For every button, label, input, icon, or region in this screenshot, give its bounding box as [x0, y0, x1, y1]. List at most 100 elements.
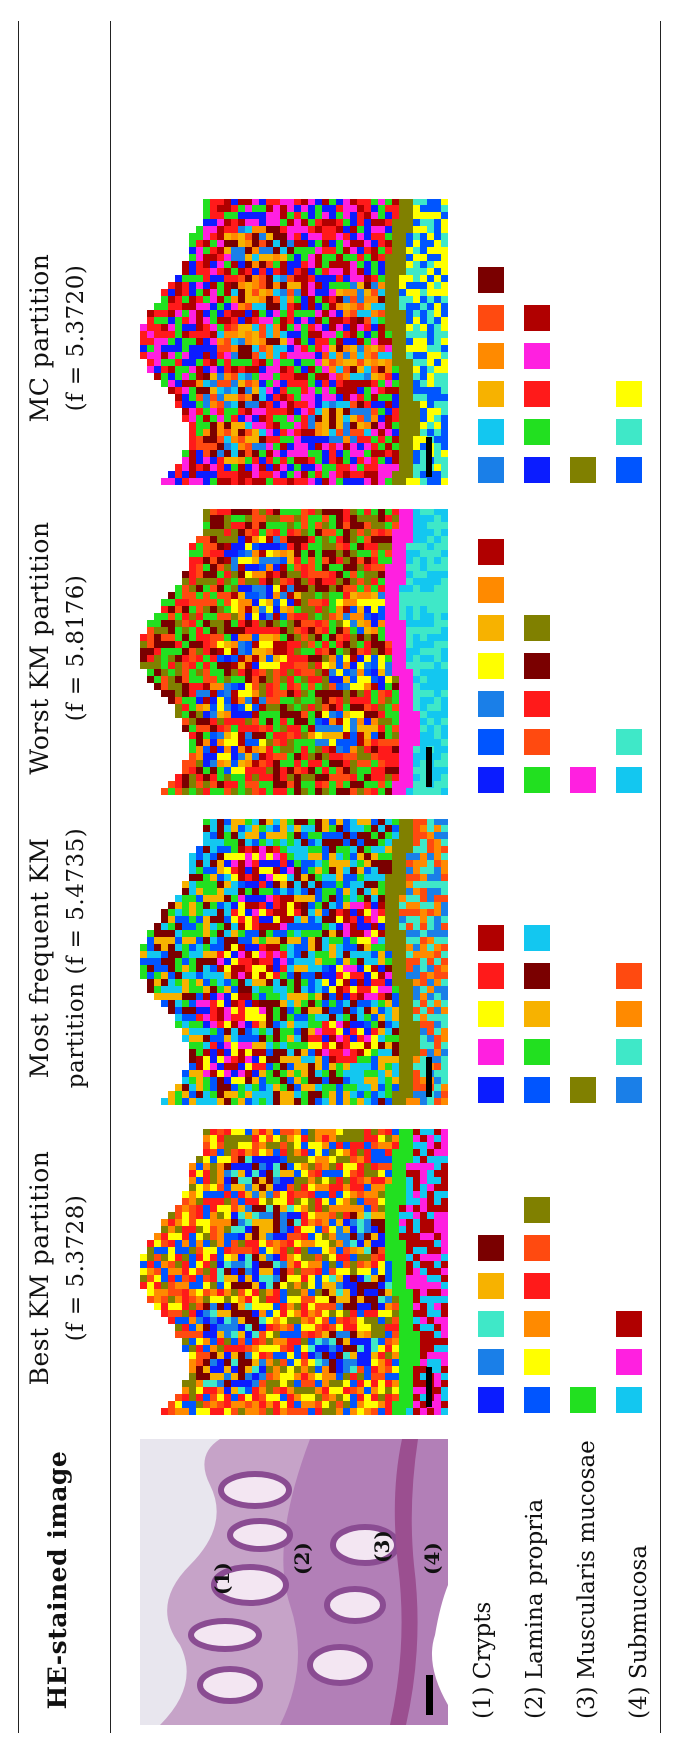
segmentation-pixel [154, 627, 161, 634]
segmentation-pixel [315, 543, 322, 550]
segmentation-pixel [224, 662, 231, 669]
segmentation-pixel [343, 1129, 350, 1135]
segmentation-pixel [434, 1401, 441, 1408]
segmentation-pixel [210, 1091, 217, 1098]
segmentation-pixel [273, 529, 280, 536]
segmentation-pixel [434, 585, 441, 592]
segmentation-pixel [315, 725, 322, 732]
segmentation-pixel [364, 690, 371, 697]
segmentation-pixel [343, 1049, 350, 1056]
segmentation-pixel [322, 683, 329, 690]
segmentation-pixel [154, 965, 161, 972]
segmentation-pixel [203, 979, 210, 986]
segmentation-pixel [378, 916, 385, 923]
segmentation-pixel [413, 564, 420, 571]
segmentation-pixel [266, 1240, 273, 1247]
segmentation-pixel [168, 1098, 175, 1105]
segmentation-pixel [392, 1240, 399, 1247]
segmentation-pixel [231, 979, 238, 986]
segmentation-pixel [301, 1247, 308, 1254]
segmentation-pixel [441, 599, 448, 606]
segmentation-pixel [245, 1352, 252, 1359]
segmentation-pixel [301, 739, 308, 746]
segmentation-pixel [315, 1275, 322, 1282]
segmentation-pixel [357, 1331, 364, 1338]
segmentation-pixel [294, 711, 301, 718]
segmentation-pixel [280, 1247, 287, 1254]
segmentation-pixel [280, 725, 287, 732]
segmentation-pixel [280, 1177, 287, 1184]
segmentation-pixel [266, 1191, 273, 1198]
segmentation-pixel [161, 1261, 168, 1268]
worst-km-partition-map [140, 509, 448, 795]
segmentation-pixel [392, 509, 399, 515]
segmentation-pixel [238, 1254, 245, 1261]
segmentation-pixel [224, 923, 231, 930]
segmentation-pixel [273, 1163, 280, 1170]
segmentation-pixel [399, 718, 406, 725]
segmentation-pixel [364, 725, 371, 732]
segmentation-pixel [280, 1394, 287, 1401]
segmentation-pixel [315, 1254, 322, 1261]
segmentation-pixel [434, 888, 441, 895]
segmentation-pixel [371, 1247, 378, 1254]
segmentation-pixel [427, 1296, 434, 1303]
segmentation-pixel [392, 557, 399, 564]
segmentation-pixel [413, 571, 420, 578]
segmentation-pixel [273, 958, 280, 965]
segmentation-pixel [399, 606, 406, 613]
segmentation-pixel [287, 819, 294, 825]
segmentation-pixel [217, 1000, 224, 1007]
segmentation-pixel [441, 1261, 448, 1268]
segmentation-pixel [385, 1205, 392, 1212]
segmentation-pixel [203, 760, 210, 767]
segmentation-pixel [210, 1035, 217, 1042]
segmentation-pixel [294, 1240, 301, 1247]
segmentation-pixel [357, 1035, 364, 1042]
segmentation-pixel [210, 846, 217, 853]
segmentation-pixel [189, 592, 196, 599]
segmentation-pixel [434, 1359, 441, 1366]
segmentation-pixel [210, 1042, 217, 1049]
segmentation-pixel [217, 1394, 224, 1401]
segmentation-pixel [210, 888, 217, 895]
segmentation-pixel [371, 853, 378, 860]
segmentation-pixel [287, 846, 294, 853]
segmentation-pixel [287, 683, 294, 690]
segmentation-pixel [350, 1205, 357, 1212]
segmentation-pixel [357, 767, 364, 774]
segmentation-pixel [217, 1296, 224, 1303]
segmentation-pixel [189, 1177, 196, 1184]
segmentation-pixel [413, 1268, 420, 1275]
segmentation-pixel [294, 1049, 301, 1056]
segmentation-pixel [392, 1129, 399, 1135]
segmentation-pixel [308, 881, 315, 888]
segmentation-pixel [392, 550, 399, 557]
segmentation-pixel [210, 972, 217, 979]
segmentation-pixel [294, 923, 301, 930]
segmentation-pixel [252, 1401, 259, 1408]
segmentation-pixel [287, 509, 294, 515]
segmentation-pixel [427, 711, 434, 718]
best-km-legend [478, 1123, 658, 1413]
segmentation-pixel [350, 627, 357, 634]
segmentation-pixel [210, 739, 217, 746]
segmentation-pixel [294, 1338, 301, 1345]
segmentation-pixel [161, 655, 168, 662]
segmentation-pixel [294, 1226, 301, 1233]
segmentation-pixel [350, 881, 357, 888]
segmentation-pixel [378, 1352, 385, 1359]
segmentation-pixel [336, 1233, 343, 1240]
segmentation-pixel [413, 881, 420, 888]
segmentation-pixel [427, 916, 434, 923]
segmentation-pixel [413, 746, 420, 753]
segmentation-pixel [196, 958, 203, 965]
segmentation-pixel [175, 916, 182, 923]
segmentation-pixel [217, 550, 224, 557]
segmentation-pixel [322, 1240, 329, 1247]
segmentation-pixel [175, 944, 182, 951]
segmentation-pixel [385, 669, 392, 676]
segmentation-pixel [364, 944, 371, 951]
segmentation-pixel [371, 1177, 378, 1184]
segmentation-pixel [161, 965, 168, 972]
